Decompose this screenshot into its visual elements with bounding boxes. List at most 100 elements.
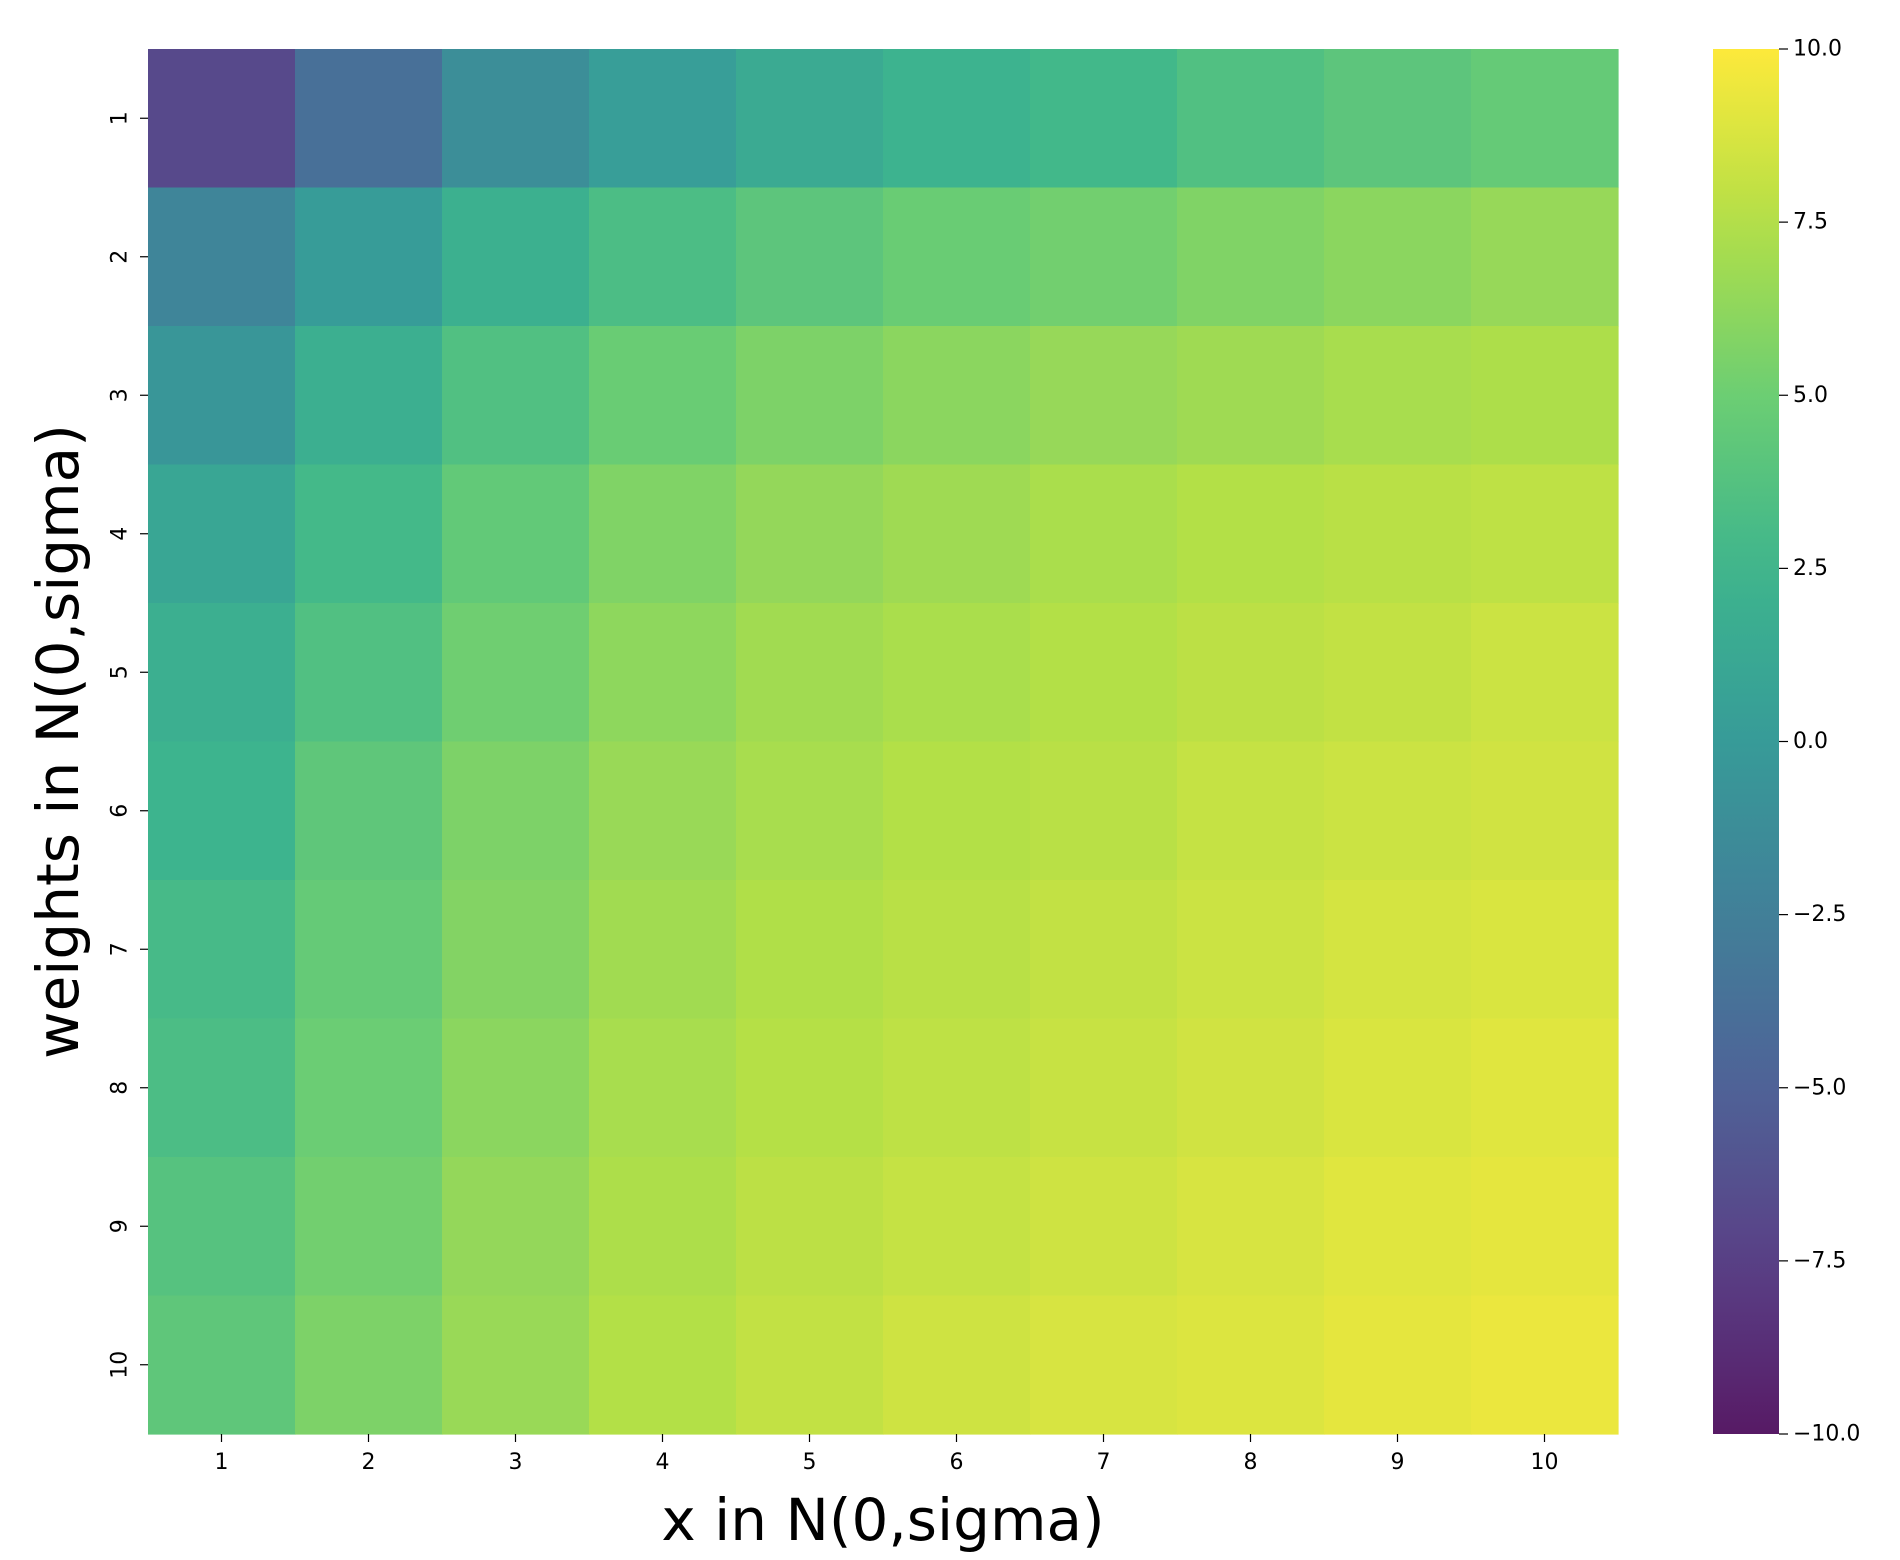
heatmap-cell-r8-c8 <box>1177 1018 1325 1158</box>
x-axis-label: x in N(0,sigma) <box>661 1486 1104 1554</box>
x-tick-label: 6 <box>950 1450 964 1475</box>
heatmap-cell-r6-c9 <box>1324 741 1472 881</box>
colorbar-tick-label: 2.5 <box>1793 556 1828 581</box>
y-tick-label: 10 <box>108 1351 133 1379</box>
heatmap-cell-r4-c4 <box>589 464 737 604</box>
heatmap-cell-r5-c5 <box>736 603 884 743</box>
heatmap-cell-r1-c2 <box>295 49 443 189</box>
heatmap-cell-r2-c6 <box>883 187 1031 327</box>
heatmap-cell-r1-c10 <box>1471 49 1619 189</box>
heatmap-cell-r1-c8 <box>1177 49 1325 189</box>
heatmap-cell-r1-c3 <box>442 49 590 189</box>
heatmap-cell-r8-c2 <box>295 1018 443 1158</box>
heatmap-cell-r9-c2 <box>295 1157 443 1297</box>
heatmap-cell-r2-c5 <box>736 187 884 327</box>
heatmap-cell-r2-c1 <box>148 187 296 327</box>
heatmap-cell-r10-c1 <box>148 1295 296 1435</box>
heatmap-cell-r8-c5 <box>736 1018 884 1158</box>
heatmap-cell-r10-c3 <box>442 1295 590 1435</box>
heatmap-cell-r6-c3 <box>442 741 590 881</box>
heatmap-cell-r6-c10 <box>1471 741 1619 881</box>
heatmap-cell-r6-c4 <box>589 741 737 881</box>
heatmap-cell-r3-c6 <box>883 326 1031 466</box>
heatmap-cell-r9-c4 <box>589 1157 737 1297</box>
heatmap-cell-r6-c1 <box>148 741 296 881</box>
x-tick-label: 1 <box>215 1450 229 1475</box>
heatmap-cell-r1-c7 <box>1030 49 1178 189</box>
y-axis-ticks: 1 2 3 4 5 6 7 8 9 10 <box>108 111 148 1379</box>
y-tick-label: 4 <box>108 527 133 541</box>
heatmap-cell-r10-c9 <box>1324 1295 1472 1435</box>
heatmap-cell-r4-c10 <box>1471 464 1619 604</box>
heatmap-cell-r4-c6 <box>883 464 1031 604</box>
heatmap-cell-r1-c6 <box>883 49 1031 189</box>
heatmap-cell-r6-c7 <box>1030 741 1178 881</box>
colorbar-tick-label: 0.0 <box>1793 729 1828 754</box>
heatmap-cell-r7-c8 <box>1177 880 1325 1020</box>
heatmap-cell-r4-c1 <box>148 464 296 604</box>
heatmap-cell-r2-c4 <box>589 187 737 327</box>
heatmap-cell-r3-c4 <box>589 326 737 466</box>
y-tick-label: 1 <box>108 111 133 125</box>
heatmap-cell-r4-c7 <box>1030 464 1178 604</box>
heatmap-cell-r3-c5 <box>736 326 884 466</box>
heatmap-cell-r5-c3 <box>442 603 590 743</box>
heatmap-cell-r7-c3 <box>442 880 590 1020</box>
x-tick-label: 2 <box>362 1450 376 1475</box>
heatmap-cell-r7-c9 <box>1324 880 1472 1020</box>
heatmap-cell-r8-c7 <box>1030 1018 1178 1158</box>
heatmap-cell-r4-c9 <box>1324 464 1472 604</box>
heatmap-cell-r8-c10 <box>1471 1018 1619 1158</box>
heatmap-cell-r4-c2 <box>295 464 443 604</box>
heatmap-cell-r6-c2 <box>295 741 443 881</box>
heatmap-cell-r9-c8 <box>1177 1157 1325 1297</box>
x-tick-label: 10 <box>1531 1450 1559 1475</box>
heatmap-cell-r6-c5 <box>736 741 884 881</box>
heatmap-cell-r7-c1 <box>148 880 296 1020</box>
heatmap-cell-r3-c8 <box>1177 326 1325 466</box>
heatmap-cell-r2-c10 <box>1471 187 1619 327</box>
heatmap-cell-r10-c7 <box>1030 1295 1178 1435</box>
x-tick-label: 3 <box>509 1450 523 1475</box>
y-tick-label: 2 <box>108 250 133 264</box>
heatmap-cell-r2-c7 <box>1030 187 1178 327</box>
heatmap-cell-r7-c7 <box>1030 880 1178 1020</box>
heatmap-cell-r8-c3 <box>442 1018 590 1158</box>
heatmap-cell-r2-c2 <box>295 187 443 327</box>
x-tick-label: 9 <box>1391 1450 1405 1475</box>
heatmap-cell-r1-c9 <box>1324 49 1472 189</box>
colorbar-tick-label: 7.5 <box>1793 210 1828 235</box>
heatmap-cell-r8-c9 <box>1324 1018 1472 1158</box>
heatmap-cell-r5-c2 <box>295 603 443 743</box>
y-tick-label: 5 <box>108 665 133 679</box>
heatmap-cell-r3-c10 <box>1471 326 1619 466</box>
colorbar-tick-label: 10.0 <box>1793 37 1842 62</box>
heatmap-cell-r10-c10 <box>1471 1295 1619 1435</box>
colorbar-tick-label: 5.0 <box>1793 383 1828 408</box>
heatmap-cell-r10-c2 <box>295 1295 443 1435</box>
heatmap-cell-r9-c10 <box>1471 1157 1619 1297</box>
heatmap-cell-r2-c9 <box>1324 187 1472 327</box>
heatmap-cell-r9-c9 <box>1324 1157 1472 1297</box>
x-tick-label: 7 <box>1097 1450 1111 1475</box>
heatmap-cell-r3-c7 <box>1030 326 1178 466</box>
heatmap-cell-r7-c10 <box>1471 880 1619 1020</box>
heatmap-cell-r9-c6 <box>883 1157 1031 1297</box>
heatmap-cell-r7-c5 <box>736 880 884 1020</box>
heatmap-cell-r8-c6 <box>883 1018 1031 1158</box>
heatmap-cell-r2-c3 <box>442 187 590 327</box>
heatmap-cell-r4-c8 <box>1177 464 1325 604</box>
heatmap-cell-r1-c5 <box>736 49 884 189</box>
y-tick-label: 8 <box>108 1081 133 1095</box>
heatmap-cell-r4-c3 <box>442 464 590 604</box>
colorbar-tick-label: −10.0 <box>1793 1422 1860 1447</box>
heatmap-cell-r7-c2 <box>295 880 443 1020</box>
heatmap-cell-r9-c7 <box>1030 1157 1178 1297</box>
heatmap-cell-r7-c4 <box>589 880 737 1020</box>
x-tick-label: 5 <box>803 1450 817 1475</box>
y-tick-label: 6 <box>108 804 133 818</box>
heatmap-cell-r3-c9 <box>1324 326 1472 466</box>
heatmap-cell-r9-c1 <box>148 1157 296 1297</box>
heatmap-cell-r3-c2 <box>295 326 443 466</box>
